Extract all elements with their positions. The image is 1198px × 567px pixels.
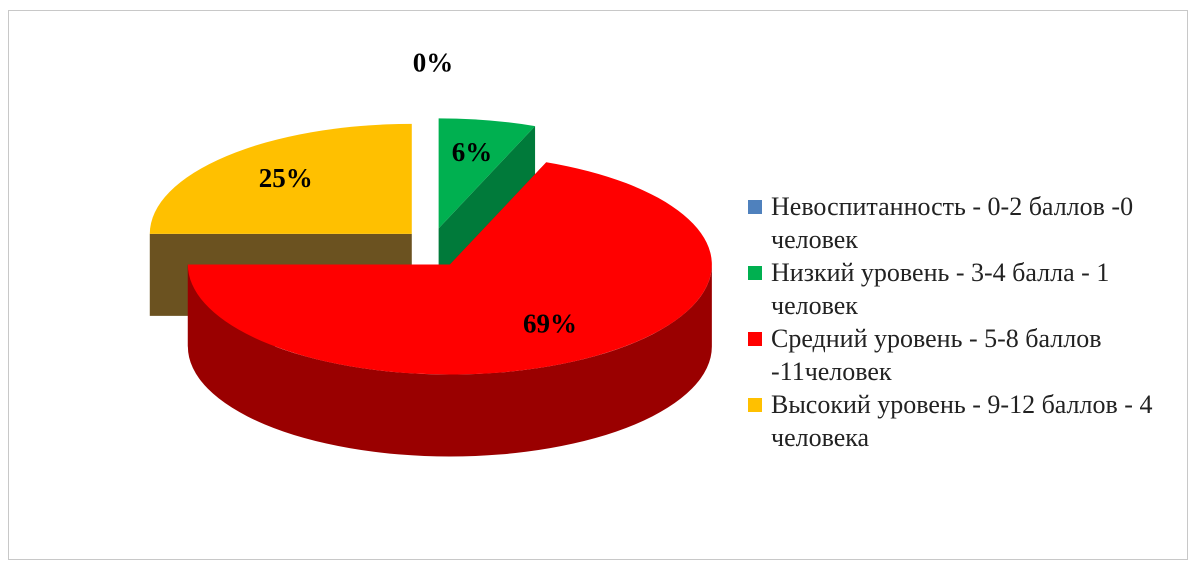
data-label: 6% bbox=[452, 137, 493, 167]
data-label: 25% bbox=[259, 163, 313, 193]
legend-label: Средний уровень - 5-8 баллов -11человек bbox=[771, 324, 1102, 386]
legend-label: Невоспитанность - 0-2 баллов -0 человек bbox=[771, 192, 1134, 254]
slice-wall bbox=[187, 264, 712, 457]
legend-swatch bbox=[748, 200, 762, 214]
legend-label: Низкий уровень - 3-4 балла - 1 человек bbox=[771, 258, 1110, 320]
legend-item: Высокий уровень - 9-12 баллов - 4 челове… bbox=[745, 388, 1165, 454]
data-label: 0% bbox=[413, 47, 454, 77]
legend-item: Низкий уровень - 3-4 балла - 1 человек bbox=[745, 256, 1165, 322]
legend-swatch bbox=[748, 398, 762, 412]
chart-frame bbox=[8, 10, 1188, 560]
legend-swatch bbox=[748, 266, 762, 280]
slice bbox=[149, 123, 412, 234]
legend: Невоспитанность - 0-2 баллов -0 человек Н… bbox=[745, 190, 1165, 454]
legend-item: Невоспитанность - 0-2 баллов -0 человек bbox=[745, 190, 1165, 256]
slice bbox=[187, 162, 712, 375]
legend-item: Средний уровень - 5-8 баллов -11человек bbox=[745, 322, 1165, 388]
legend-swatch bbox=[748, 332, 762, 346]
data-label: 69% bbox=[523, 309, 577, 339]
slice bbox=[438, 118, 536, 229]
legend-label: Высокий уровень - 9-12 баллов - 4 челове… bbox=[771, 390, 1153, 452]
